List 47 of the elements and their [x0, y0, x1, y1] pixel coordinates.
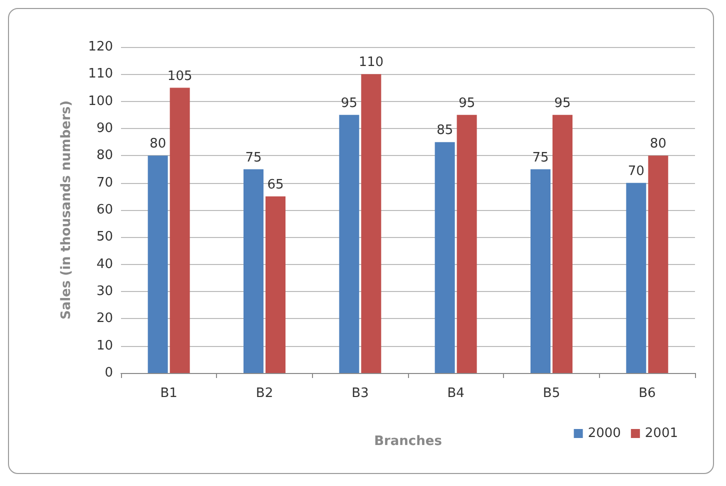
y-tick-label: 90 [96, 121, 113, 136]
data-label: 105 [167, 68, 192, 84]
x-tick-label: B3 [352, 386, 369, 401]
data-label: 85 [436, 123, 454, 138]
data-label: 80 [150, 136, 166, 152]
bar [244, 169, 264, 373]
y-tick-label: 60 [96, 202, 113, 218]
bar [648, 156, 668, 373]
bar [530, 169, 550, 373]
bar [361, 74, 382, 373]
data-label: 110 [358, 55, 384, 70]
y-tick-label: 80 [96, 148, 113, 164]
y-axis-title: Sales (in thousands numbers) [59, 100, 74, 320]
data-label: 65 [267, 177, 284, 192]
y-tick-label: 10 [96, 338, 113, 354]
x-axis-title: Branches [374, 434, 442, 449]
bar [266, 196, 286, 373]
bar [456, 114, 477, 373]
data-label: 95 [340, 96, 358, 111]
y-tick-label: 70 [96, 175, 113, 190]
bar [552, 114, 572, 373]
bar [170, 88, 190, 373]
x-tick-label: B6 [638, 386, 656, 401]
x-tick-label: B5 [542, 386, 560, 401]
y-tick-label: 120 [88, 40, 113, 54]
bar [148, 156, 168, 373]
data-label: 80 [650, 136, 666, 152]
data-label: 95 [458, 96, 476, 111]
bar [339, 114, 360, 373]
y-tick-label: 40 [96, 256, 113, 272]
data-label: 75 [245, 150, 262, 166]
legend-label: 2001 [644, 426, 678, 441]
bar [626, 182, 646, 373]
x-tick-label: B4 [447, 386, 464, 401]
y-tick-label: 50 [96, 230, 113, 245]
legend-label: 2000 [588, 426, 621, 441]
x-tick-label: B1 [160, 386, 178, 401]
x-tick-label: B2 [256, 386, 274, 401]
y-tick-label: 30 [96, 284, 113, 299]
data-label: 95 [554, 96, 571, 111]
bar [434, 142, 455, 373]
data-label: 75 [532, 150, 549, 166]
data-label: 70 [628, 164, 644, 179]
y-tick-label: 110 [88, 66, 113, 82]
y-tick-label: 20 [96, 311, 113, 326]
y-tick-label: 100 [88, 94, 113, 109]
y-tick-label: 0 [104, 366, 113, 380]
